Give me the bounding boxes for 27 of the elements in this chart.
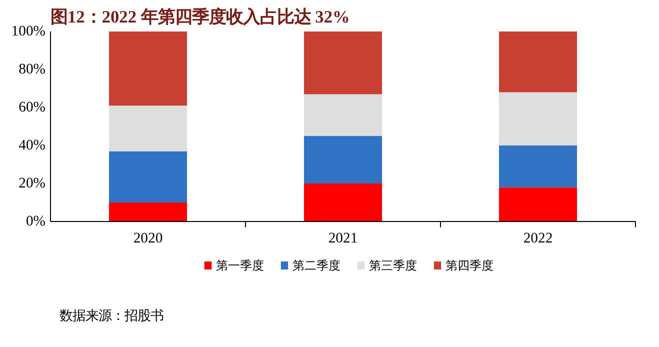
source-note: 数据来源：招股书 (60, 308, 164, 323)
bar (499, 146, 577, 188)
bar (304, 94, 382, 136)
bar (304, 136, 382, 184)
y-tick-label: 60% (18, 100, 46, 116)
y-tick-label: 80% (18, 62, 46, 78)
x-tick-label: 2021 (328, 230, 358, 246)
bar (304, 32, 382, 94)
bar (109, 151, 187, 202)
bar (499, 32, 577, 92)
legend-label: 第二季度 (292, 258, 341, 272)
y-tick-label: 0% (26, 214, 46, 230)
bar (109, 106, 187, 152)
chart-title: 图12：2022 年第四季度收入占比达 32% (50, 8, 350, 26)
bar (499, 187, 577, 222)
x-tick-label: 2022 (523, 230, 553, 246)
y-tick-label: 100% (11, 24, 46, 40)
bar (499, 92, 577, 146)
y-tick-label: 40% (18, 138, 46, 154)
bar (304, 184, 382, 222)
x-tick-label: 2020 (133, 230, 163, 246)
bar (109, 32, 187, 106)
legend-label: 第四季度 (446, 258, 494, 272)
legend-label: 第三季度 (369, 258, 418, 272)
y-tick-label: 20% (18, 176, 46, 192)
bar (109, 202, 187, 222)
legend-label: 第一季度 (216, 258, 264, 272)
